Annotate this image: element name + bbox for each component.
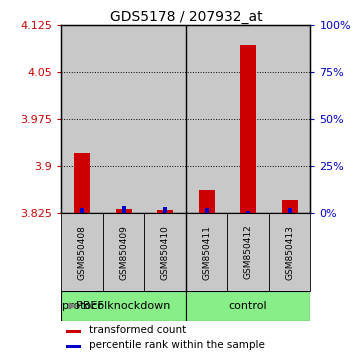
Text: protocol: protocol xyxy=(62,301,108,311)
Bar xyxy=(227,25,269,213)
Text: PBEF knockdown: PBEF knockdown xyxy=(77,301,171,311)
Text: control: control xyxy=(229,301,268,311)
Bar xyxy=(61,213,103,291)
Bar xyxy=(288,208,292,213)
Text: percentile rank within the sample: percentile rank within the sample xyxy=(89,340,265,350)
Text: GSM850411: GSM850411 xyxy=(202,225,211,280)
Text: GSM850409: GSM850409 xyxy=(119,225,128,280)
Bar xyxy=(186,213,227,291)
Bar xyxy=(186,25,227,213)
Bar xyxy=(122,206,126,213)
Bar xyxy=(116,209,131,213)
Bar xyxy=(66,330,81,333)
Text: transformed count: transformed count xyxy=(89,325,186,335)
Bar xyxy=(61,25,103,213)
Bar xyxy=(240,45,256,213)
Bar xyxy=(80,208,84,213)
Bar xyxy=(103,213,144,291)
Bar xyxy=(103,25,144,213)
Text: GSM850408: GSM850408 xyxy=(78,225,87,280)
Bar xyxy=(227,25,269,213)
Text: GSM850413: GSM850413 xyxy=(285,225,294,280)
Bar xyxy=(103,25,144,213)
Bar xyxy=(144,25,186,213)
Bar xyxy=(61,25,103,213)
Text: GSM850412: GSM850412 xyxy=(244,225,253,279)
Bar xyxy=(144,213,186,291)
Bar xyxy=(269,25,310,213)
Bar xyxy=(66,345,81,348)
Bar xyxy=(269,25,310,213)
Bar xyxy=(157,210,173,213)
Bar xyxy=(205,208,209,213)
Bar xyxy=(199,190,214,213)
Bar xyxy=(144,25,186,213)
Bar xyxy=(246,211,250,213)
Bar xyxy=(186,25,227,213)
Bar xyxy=(227,213,269,291)
Bar xyxy=(186,291,310,321)
Bar xyxy=(74,153,90,213)
Title: GDS5178 / 207932_at: GDS5178 / 207932_at xyxy=(110,10,262,24)
Bar xyxy=(61,291,186,321)
Bar xyxy=(163,207,167,213)
Bar xyxy=(282,200,297,213)
Bar xyxy=(269,213,310,291)
Text: GSM850410: GSM850410 xyxy=(161,225,170,280)
